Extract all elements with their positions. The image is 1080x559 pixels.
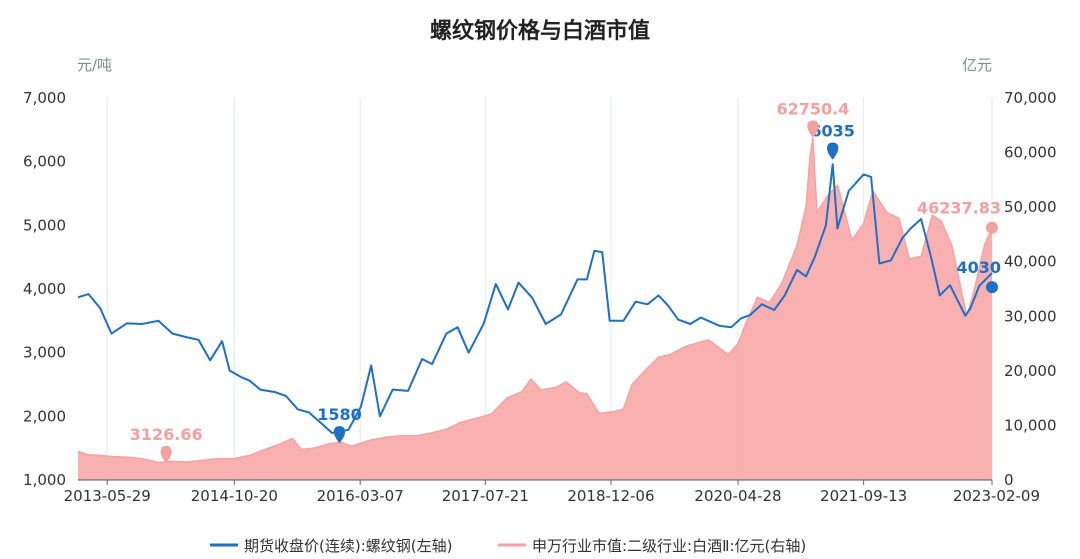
marker-last-dot <box>986 221 998 234</box>
right-tick-label: 40,000 <box>1004 253 1057 271</box>
left-axis-unit: 元/吨 <box>77 56 112 74</box>
marker-pin <box>333 426 346 444</box>
x-tick-label: 2013-05-29 <box>64 487 151 505</box>
left-tick-label: 7,000 <box>23 89 66 107</box>
area-layer <box>78 137 992 480</box>
left-tick-label: 5,000 <box>23 216 66 234</box>
left-tick-label: 1,000 <box>23 471 66 489</box>
left-tick-label: 4,000 <box>23 280 66 298</box>
axis-layer: 2013-05-29 2014-10-20 2016-03-07 2017-07-21… <box>23 89 1056 505</box>
marker-value-label: 4030 <box>956 258 1001 277</box>
legend: 期货收盘价(连续):螺纹钢(左轴) 申万行业市值:二级行业:白酒Ⅱ:亿元(右轴) <box>210 537 806 555</box>
chart-title: 螺纹钢价格与白酒市值 <box>430 18 650 44</box>
x-tick-label: 2020-04-28 <box>694 487 781 505</box>
marker-pin <box>160 445 172 463</box>
right-tick-label: 50,000 <box>1004 198 1057 216</box>
legend-label-liquor[interactable]: 申万行业市值:二级行业:白酒Ⅱ:亿元(右轴) <box>532 537 806 555</box>
marker-pin <box>827 142 839 160</box>
marker-value-label: 1580 <box>317 405 362 424</box>
left-tick-label: 6,000 <box>23 153 66 171</box>
x-tick-label: 2018-12-06 <box>567 487 654 505</box>
x-tick-label: 2017-07-21 <box>442 487 529 505</box>
x-tick-label: 2023-02-09 <box>953 487 1040 505</box>
right-tick-label: 0 <box>1004 471 1014 489</box>
marker-last-dot <box>986 281 998 294</box>
marker-value-label: 46237.83 <box>917 199 1001 218</box>
marker-pin <box>807 120 819 138</box>
series-rebar-line <box>77 163 993 434</box>
right-tick-label: 70,000 <box>1004 89 1057 107</box>
x-tick-label: 2021-09-13 <box>820 487 907 505</box>
x-tick-label: 2016-03-07 <box>317 487 404 505</box>
line-layer <box>77 137 993 464</box>
right-tick-label: 60,000 <box>1004 144 1057 162</box>
left-tick-label: 2,000 <box>23 407 66 425</box>
right-tick-label: 10,000 <box>1004 416 1057 434</box>
right-tick-label: 20,000 <box>1004 362 1057 380</box>
x-tick-label: 2014-10-20 <box>191 487 278 505</box>
marker-value-label: 6035 <box>810 121 855 140</box>
marker-value-label: 62750.4 <box>777 100 850 119</box>
legend-label-rebar[interactable]: 期货收盘价(连续):螺纹钢(左轴) <box>244 537 452 555</box>
marker-layer: 1580 6035 4030 3126.66 62750.4 46237.83 <box>130 100 1001 463</box>
marker-value-label: 3126.66 <box>130 425 203 444</box>
left-tick-label: 3,000 <box>23 344 66 362</box>
right-tick-label: 30,000 <box>1004 307 1057 325</box>
series-liquor-area <box>78 137 992 480</box>
right-axis-unit: 亿元 <box>962 56 992 74</box>
series-liquor-line <box>77 137 993 464</box>
grid-layer <box>106 98 993 480</box>
